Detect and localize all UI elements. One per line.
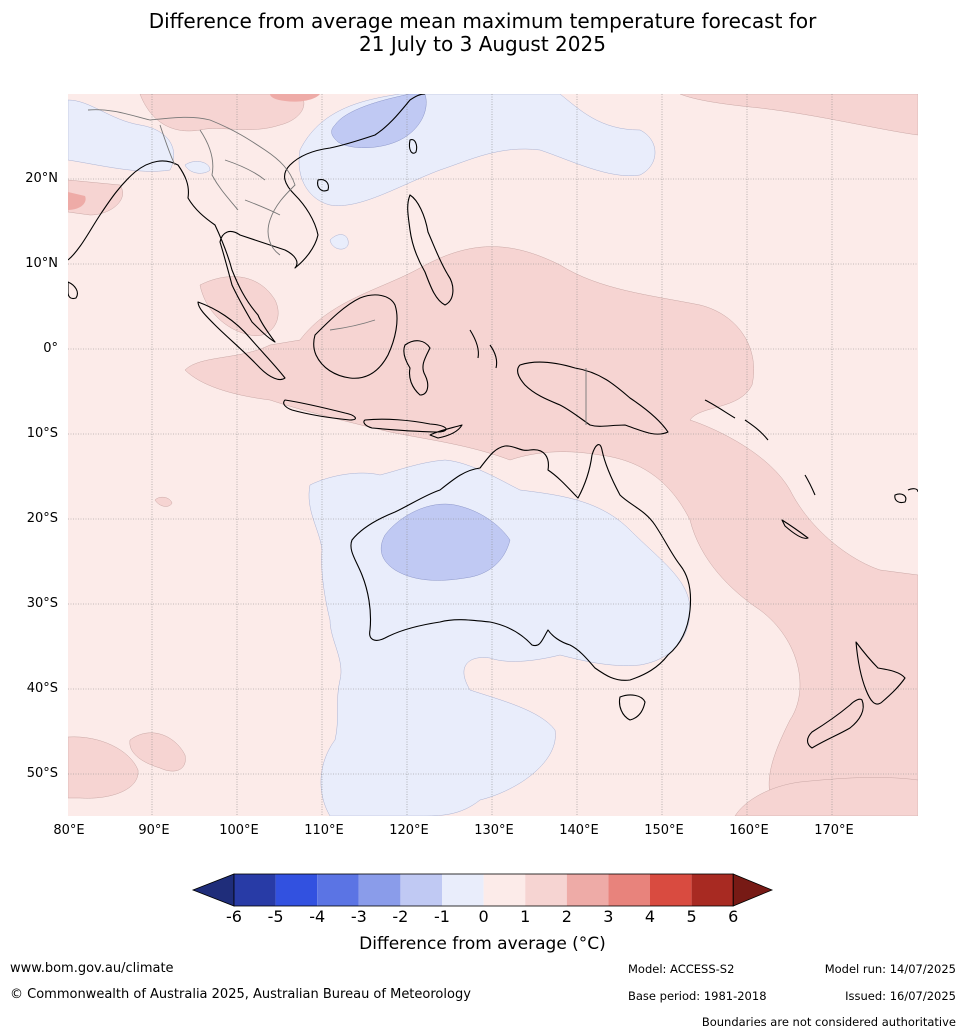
coastlines <box>68 94 918 749</box>
colorbar-bin-minus5 <box>275 874 318 906</box>
anomaly-warm-2-to-3 <box>68 94 320 210</box>
footer-copyright: © Commonwealth of Australia 2025, Austra… <box>10 987 471 1002</box>
lon-label-140e: 140°E <box>559 823 599 838</box>
footer-disclaimer: Boundaries are not considered authoritat… <box>701 1015 956 1029</box>
lat-label-20n: 20°N <box>25 171 58 186</box>
colorbar-bin-4 <box>650 874 692 906</box>
colorbar-tick-minus4: -4 <box>309 907 326 926</box>
lon-label-100e: 100°E <box>219 823 259 838</box>
title-line-1: Difference from average mean maximum tem… <box>148 9 817 33</box>
lat-label-10n: 10°N <box>25 256 58 271</box>
sri-lanka-coastline <box>68 281 78 300</box>
colorbar-tick-1: 1 <box>520 907 531 926</box>
lat-label-0: 0° <box>43 341 58 356</box>
colorbar-bin-minus6 <box>234 874 276 906</box>
colorbar-label: Difference from average (°C) <box>359 934 606 954</box>
colorbar-tick-0: 0 <box>478 907 489 926</box>
lat-label-20s: 20°S <box>26 511 58 526</box>
vanuatu-coastline <box>804 474 816 496</box>
sulawesi-coastline <box>403 340 431 396</box>
fiji-coastline <box>894 488 918 504</box>
colorbar-bin-minus1 <box>442 874 484 906</box>
footer-model: Model: ACCESS-S2 <box>628 962 735 976</box>
colorbar-bin-minus2 <box>400 874 442 906</box>
colorbar-tick-minus1: -1 <box>434 907 450 926</box>
solomon-islands-coastline <box>704 399 769 441</box>
colorbar-tick-minus5: -5 <box>267 907 284 926</box>
asia-mainland-coastline <box>68 94 426 343</box>
hainan-coastline <box>317 179 329 192</box>
borneo-coastline <box>313 294 398 379</box>
footer-issued: Issued: 16/07/2025 <box>845 989 956 1003</box>
tasmania-coastline <box>618 694 646 721</box>
colorbar-bin-3 <box>608 874 650 906</box>
sumatra-coastline <box>197 301 286 381</box>
timor-coastline <box>429 424 463 439</box>
lat-label-50s: 50°S <box>26 766 58 781</box>
colorbar-outline <box>233 873 734 907</box>
lon-label-120e: 120°E <box>389 823 429 838</box>
colorbar-tick-4: 4 <box>644 907 656 926</box>
lon-label-110e: 110°E <box>304 823 344 838</box>
colorbar-under-arrow <box>191 873 235 907</box>
colorbar <box>191 873 774 907</box>
lat-label-10s: 10°S <box>26 426 58 441</box>
anomaly-cool-minus2-to-minus1 <box>331 94 511 581</box>
lat-label-40s: 40°S <box>26 681 58 696</box>
colorbar-over-arrow <box>732 873 774 907</box>
colorbar-tick-minus3: -3 <box>350 907 367 926</box>
java-coastline <box>283 399 356 421</box>
footer-website: www.bom.gov.au/climate <box>10 961 174 976</box>
anomaly-warm-1-to-2 <box>68 94 918 816</box>
lon-label-90e: 90°E <box>138 823 170 838</box>
lon-label-130e: 130°E <box>474 823 514 838</box>
title-line-2: 21 July to 3 August 2025 <box>359 32 606 56</box>
lon-label-160e: 160°E <box>729 823 769 838</box>
lat-label-30s: 30°S <box>26 596 58 611</box>
map-title: Difference from average mean maximum tem… <box>0 10 965 56</box>
lesser-sunda-coastline <box>363 418 447 433</box>
political-boundaries <box>87 109 587 425</box>
colorbar-tick-2: 2 <box>561 907 572 926</box>
colorbar-tick-minus2: -2 <box>392 907 409 926</box>
colorbar-tick-3: 3 <box>603 907 614 926</box>
taiwan-coastline <box>408 139 418 154</box>
new-caledonia-coastline <box>781 519 809 539</box>
lon-label-80e: 80°E <box>53 823 85 838</box>
lon-label-150e: 150°E <box>644 823 684 838</box>
lon-label-170e: 170°E <box>814 823 854 838</box>
philippines-coastline <box>407 194 454 306</box>
colorbar-bin-2 <box>566 874 609 906</box>
new-zealand-south-coastline <box>806 698 864 749</box>
colorbar-tick-5: 5 <box>686 907 697 926</box>
new-guinea-coastline <box>516 361 669 435</box>
colorbar-bin-minus3 <box>358 874 401 906</box>
halmahera-coastline <box>469 329 498 369</box>
australia-coastline <box>350 444 692 681</box>
colorbar-bin-5 <box>691 874 734 906</box>
colorbar-tick-minus6: -6 <box>226 907 242 926</box>
colorbar-bin-minus4 <box>317 874 359 906</box>
map-field <box>68 94 918 816</box>
anomaly-base-0-to-1 <box>68 94 918 816</box>
colorbar-bin-0 <box>483 874 526 906</box>
new-zealand-north-coastline <box>855 641 906 705</box>
colorbar-bin-1 <box>525 874 567 906</box>
footer-base-period: Base period: 1981-2018 <box>628 989 767 1003</box>
footer-model-run: Model run: 14/07/2025 <box>824 962 956 976</box>
colorbar-tick-6: 6 <box>728 907 739 926</box>
